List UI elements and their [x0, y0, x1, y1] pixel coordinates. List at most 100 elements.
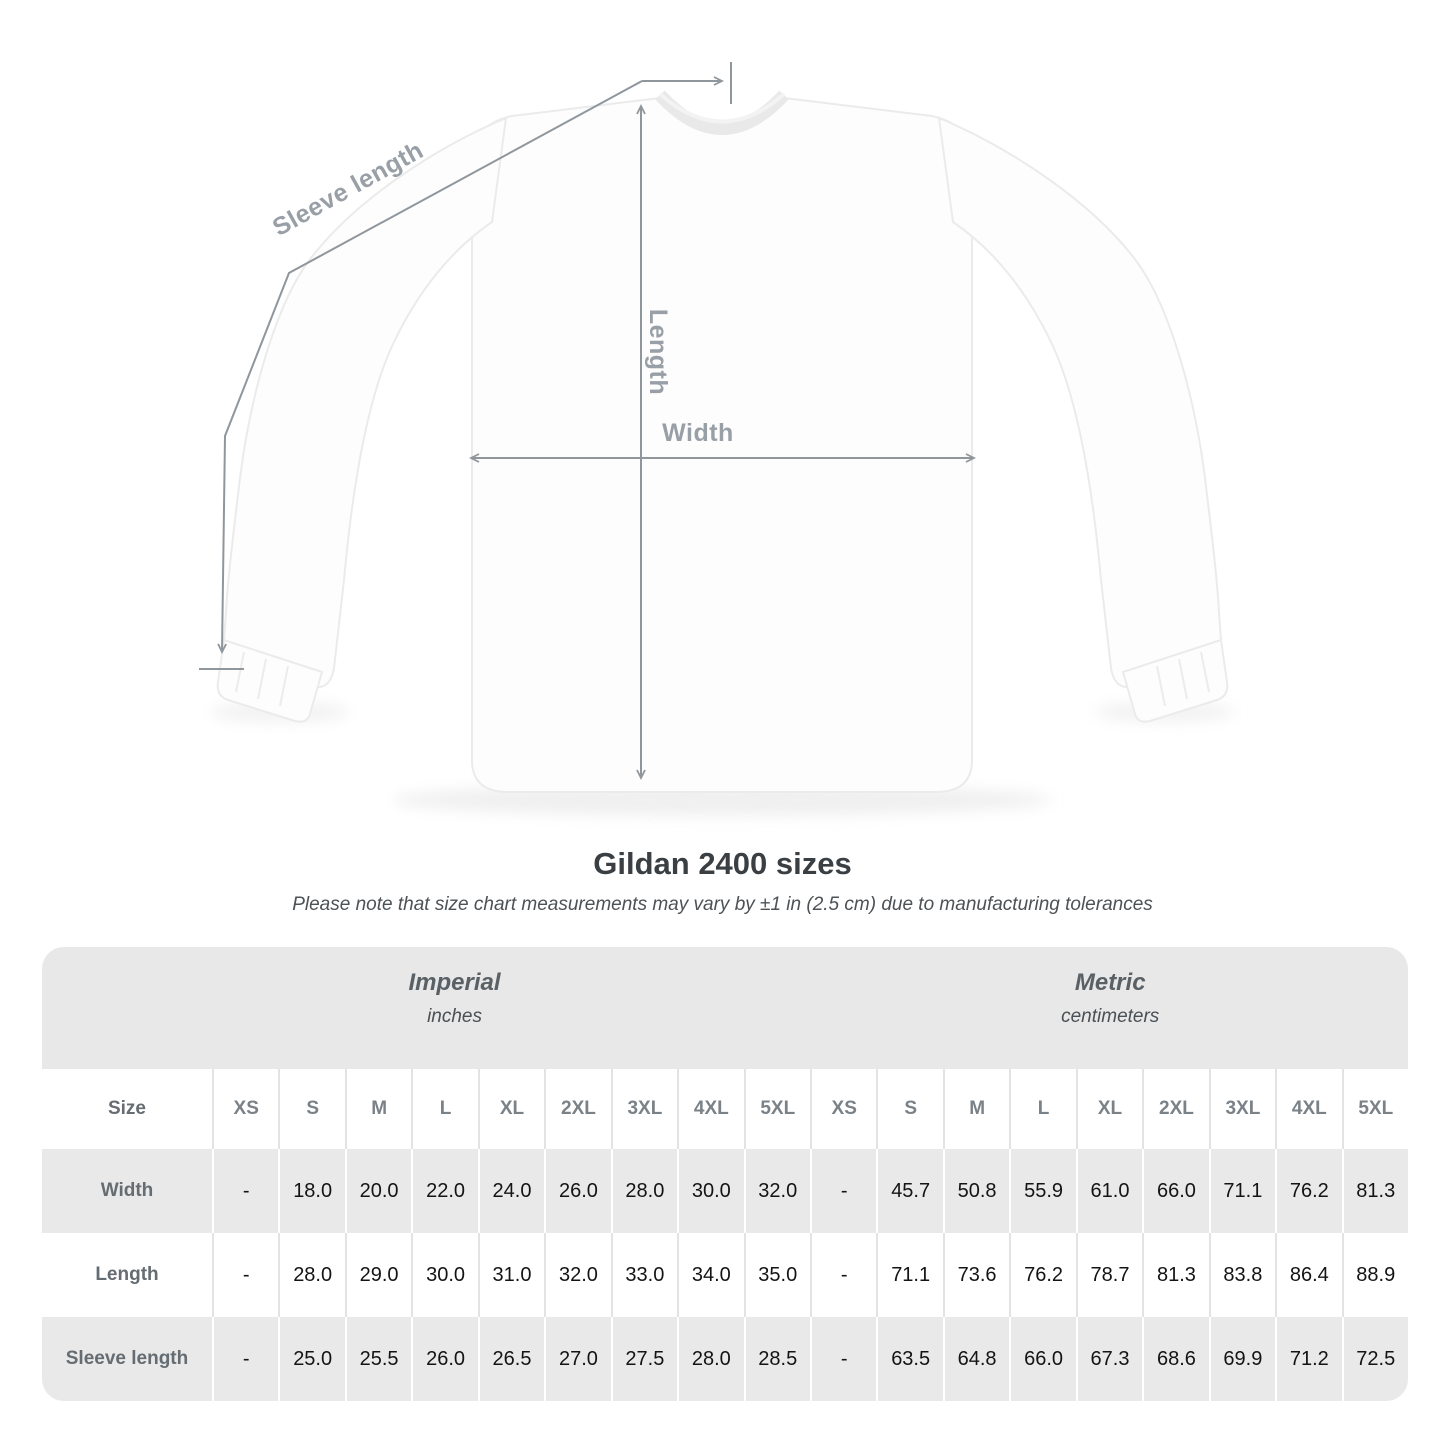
tolerance-note: Please note that size chart measurements…: [292, 894, 1153, 915]
cell-imperial: 30.0: [411, 1233, 477, 1317]
collar: [655, 90, 789, 135]
cell-metric: 76.2: [1275, 1149, 1341, 1233]
cell-metric: -: [809, 1317, 876, 1401]
cell-metric: 72.5: [1341, 1317, 1408, 1401]
cell-imperial: 28.0: [278, 1233, 344, 1317]
size-col-imperial-l: L: [411, 1069, 477, 1149]
size-col-metric-l: L: [1009, 1069, 1075, 1149]
size-col-imperial-xs: XS: [212, 1069, 278, 1149]
cell-metric: 63.5: [876, 1317, 942, 1401]
cell-metric: 76.2: [1009, 1233, 1075, 1317]
unit-band: Imperial inches Metric centimeters: [42, 947, 1408, 1069]
size-header-row: Size XS S M L XL 2XL 3XL 4XL 5XL XS S M L XL 2XL 3XL 4XL…: [42, 1069, 1408, 1149]
size-col-imperial-xl: XL: [477, 1069, 544, 1149]
unit-group-metric: Metric centimeters: [1061, 969, 1159, 1028]
left-cuff: [216, 639, 323, 723]
cell-metric: 55.9: [1009, 1149, 1075, 1233]
cell-imperial: 28.0: [610, 1149, 677, 1233]
cell-metric: 66.0: [1142, 1149, 1208, 1233]
cell-imperial: 24.0: [477, 1149, 544, 1233]
shirt-measurement-diagram: Sleeve length Length Width: [199, 62, 1235, 816]
cell-metric: -: [809, 1233, 876, 1317]
cell-metric: 71.1: [876, 1233, 942, 1317]
unit-group-name: Imperial: [408, 969, 501, 996]
cell-metric: 81.3: [1341, 1149, 1408, 1233]
size-corner-label: Size: [107, 1098, 147, 1119]
cell-metric: 66.0: [1009, 1317, 1075, 1401]
cell-imperial: -: [212, 1233, 278, 1317]
cell-imperial: 22.0: [411, 1149, 477, 1233]
left-sleeve: [216, 117, 507, 723]
cell-metric: 68.6: [1142, 1317, 1208, 1401]
row-label: Width: [100, 1180, 154, 1201]
cell-imperial: 26.0: [411, 1317, 477, 1401]
cell-imperial: -: [212, 1317, 278, 1401]
cell-metric: 86.4: [1275, 1233, 1341, 1317]
size-col-metric-xs: XS: [809, 1069, 876, 1149]
cell-imperial: 29.0: [344, 1233, 411, 1317]
page-title: Gildan 2400 sizes: [593, 846, 852, 881]
cell-imperial: 25.0: [278, 1317, 344, 1401]
unit-group-name: Metric: [1074, 969, 1146, 996]
size-col-metric-xl: XL: [1075, 1069, 1142, 1149]
size-col-metric-4xl: 4XL: [1275, 1069, 1341, 1149]
cell-imperial: 34.0: [677, 1233, 743, 1317]
cell-imperial: 28.0: [677, 1317, 743, 1401]
size-col-metric-5xl: 5XL: [1341, 1069, 1408, 1149]
cell-imperial: 26.0: [544, 1149, 610, 1233]
cell-metric: 81.3: [1142, 1233, 1208, 1317]
size-col-metric-3xl: 3XL: [1208, 1069, 1275, 1149]
cell-imperial: 30.0: [677, 1149, 743, 1233]
cell-metric: 64.8: [942, 1317, 1009, 1401]
width-label: Width: [662, 419, 734, 447]
cell-imperial: 32.0: [544, 1233, 610, 1317]
cell-metric: 67.3: [1075, 1317, 1142, 1401]
size-col-metric-2xl: 2XL: [1142, 1069, 1208, 1149]
size-col-imperial-5xl: 5XL: [743, 1069, 810, 1149]
size-col-imperial-3xl: 3XL: [610, 1069, 677, 1149]
cell-metric: -: [809, 1149, 876, 1233]
right-sleeve: [938, 117, 1229, 723]
cell-metric: 69.9: [1208, 1317, 1275, 1401]
cell-metric: 73.6: [942, 1233, 1009, 1317]
cell-metric: 83.8: [1208, 1233, 1275, 1317]
size-col-imperial-4xl: 4XL: [677, 1069, 743, 1149]
unit-group-unit: centimeters: [1061, 1006, 1160, 1027]
cell-imperial: 28.5: [743, 1317, 810, 1401]
cell-metric: 71.2: [1275, 1317, 1341, 1401]
shirt-body: [471, 96, 973, 793]
measure-row-width: Width -18.0 20.0 22.0 24.0 26.0 28.0 30.0 32.0-4…: [42, 1149, 1408, 1233]
cell-imperial: 26.5: [477, 1317, 544, 1401]
cell-imperial: 32.0: [743, 1149, 810, 1233]
cell-imperial: 27.0: [544, 1317, 610, 1401]
cell-imperial: -: [212, 1149, 278, 1233]
cell-metric: 50.8: [942, 1149, 1009, 1233]
length-label: Length: [644, 309, 672, 395]
heading: Gildan 2400 sizes Please note that size …: [0, 846, 1445, 916]
cell-imperial: 18.0: [278, 1149, 344, 1233]
cell-imperial: 25.5: [344, 1317, 411, 1401]
cell-metric: 71.1: [1208, 1149, 1275, 1233]
row-label: Length: [95, 1264, 159, 1285]
row-label: Sleeve length: [65, 1348, 189, 1369]
size-col-imperial-m: M: [344, 1069, 411, 1149]
cell-metric: 61.0: [1075, 1149, 1142, 1233]
size-table-body: Width -18.0 20.0 22.0 24.0 26.0 28.0 30.0 32.0-4…: [42, 1149, 1408, 1401]
size-table: Imperial inches Metric centimeters Size …: [42, 947, 1408, 1401]
cell-metric: 45.7: [876, 1149, 942, 1233]
cell-metric: 88.9: [1341, 1233, 1408, 1317]
measure-row-length: Length -28.0 29.0 30.0 31.0 32.0 33.0 34.0 35.0-…: [42, 1233, 1408, 1317]
sleeve-length-dimension-line: [199, 62, 732, 670]
cell-imperial: 35.0: [743, 1233, 810, 1317]
size-col-imperial-2xl: 2XL: [544, 1069, 610, 1149]
cell-metric: 78.7: [1075, 1233, 1142, 1317]
cell-imperial: 33.0: [610, 1233, 677, 1317]
measure-row-sleeve-length: Sleeve length -25.0 25.5 26.0 26.5 27.0 27.5 28…: [42, 1317, 1408, 1401]
cell-imperial: 31.0: [477, 1233, 544, 1317]
size-col-metric-s: S: [876, 1069, 942, 1149]
unit-group-imperial: Imperial inches: [409, 969, 501, 1028]
unit-group-unit: inches: [427, 1006, 482, 1027]
cell-imperial: 20.0: [344, 1149, 411, 1233]
cell-imperial: 27.5: [610, 1317, 677, 1401]
